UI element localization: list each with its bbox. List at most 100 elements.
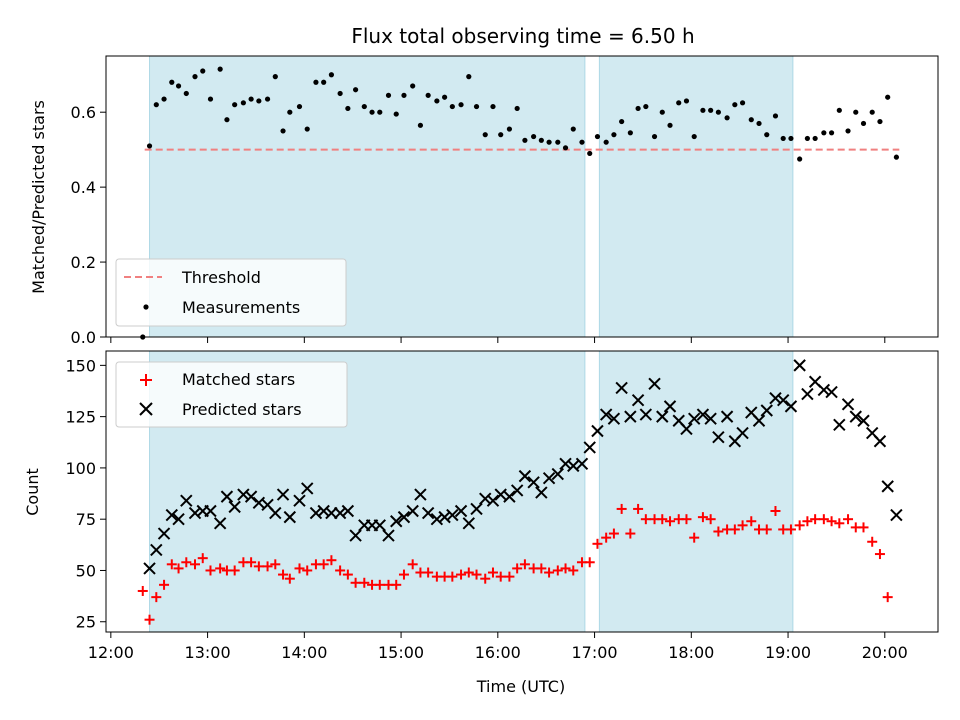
measurements-point — [169, 79, 175, 85]
predicted-stars-point — [615, 381, 628, 395]
measurements-point — [635, 105, 641, 112]
predicted-stars-point — [833, 418, 846, 432]
measurements-point — [594, 133, 601, 140]
measurements-point — [473, 103, 480, 110]
x-tick-label: 14:00 — [281, 643, 327, 662]
matched-stars-point — [536, 563, 547, 574]
measurements-point — [377, 109, 383, 115]
matched-stars-point — [689, 532, 700, 543]
measurements-point — [788, 135, 794, 142]
predicted-stars-point — [414, 488, 427, 501]
matched-stars-point — [867, 536, 878, 547]
y-tick-label: 50 — [76, 561, 96, 580]
measurements-point — [715, 109, 721, 115]
legend-threshold-label: Threshold — [181, 268, 261, 287]
observing-interval-band-1-1 — [598, 350, 794, 633]
predicted-stars-point — [518, 469, 532, 483]
count-panel-frame — [105, 350, 939, 633]
matched-stars-point — [657, 514, 668, 525]
matched-stars-point — [391, 579, 402, 590]
matched-stars-point — [592, 538, 603, 549]
predicted-stars-point — [349, 529, 362, 542]
predicted-stars-point — [157, 527, 171, 540]
measurements-point — [676, 100, 682, 106]
predicted-stars-point — [373, 519, 386, 532]
y-tick-label: 0.6 — [71, 103, 96, 122]
predicted-stars-point — [760, 404, 773, 417]
predicted-stars-point — [857, 414, 870, 427]
matched-stars-point — [144, 614, 155, 625]
measurements-point — [764, 132, 770, 138]
predicted-stars-point — [421, 506, 435, 520]
predicted-stars-point — [213, 517, 227, 530]
measurements-point — [345, 105, 351, 112]
predicted-stars-point — [486, 494, 500, 507]
predicted-stars-point — [801, 387, 814, 401]
predicted-stars-point — [777, 394, 790, 407]
matched-stars-point — [568, 565, 579, 576]
x-tick-label: 15:00 — [378, 643, 424, 662]
predicted-stars-point — [624, 410, 637, 423]
matched-stars-point — [794, 520, 805, 531]
matched-stars-point — [447, 571, 458, 582]
measurements-point — [498, 132, 504, 138]
matched-stars-point — [190, 559, 201, 570]
measurements-point — [240, 100, 246, 106]
matched-stars-point — [318, 559, 329, 570]
y-tick-label: 0.2 — [71, 253, 96, 272]
measurements-point — [570, 126, 576, 132]
predicted-stars-point — [503, 490, 516, 503]
matched-stars-point — [770, 505, 781, 516]
predicted-stars-point — [607, 412, 621, 425]
measurements-point — [146, 143, 153, 149]
measurements-point — [175, 83, 182, 89]
y-tick-label: 150 — [65, 356, 96, 375]
measurements-point — [893, 154, 900, 160]
predicted-stars-point — [237, 488, 250, 501]
matched-stars-point — [495, 571, 506, 582]
predicted-stars-point — [535, 486, 548, 499]
predicted-stars-point — [269, 506, 282, 520]
measurements-point — [304, 126, 310, 132]
predicted-stars-point — [881, 480, 894, 493]
matched-stars-point — [151, 592, 162, 603]
matched-stars-point — [882, 592, 893, 603]
predicted-stars-point — [583, 441, 596, 454]
measurements-point — [836, 107, 842, 113]
matched-stars-point — [584, 557, 595, 568]
matched-stars-point — [262, 561, 273, 572]
matched-stars-point — [374, 579, 385, 590]
measurements-point — [522, 137, 528, 143]
x-tick-label: 17:00 — [572, 643, 618, 662]
predicted-stars-point — [406, 504, 419, 518]
measurements-point — [804, 135, 810, 142]
matched-stars-point — [246, 557, 257, 568]
measurements-point — [619, 118, 625, 125]
measurements-point — [821, 130, 827, 136]
predicted-stars-point — [430, 512, 444, 526]
measurements-point — [434, 98, 440, 104]
predicted-stars-point — [575, 457, 589, 471]
matched-stars-point — [665, 516, 676, 527]
measurements-point — [361, 103, 367, 110]
predicted-stars-point — [397, 510, 411, 524]
predicted-stars-point — [165, 508, 178, 522]
predicted-stars-point — [527, 476, 540, 489]
matched-stars-point — [159, 579, 170, 590]
measurements-point — [659, 109, 665, 115]
predicted-stars-point — [293, 494, 306, 507]
matched-stars-point — [818, 514, 829, 525]
matched-stars-point — [471, 569, 482, 580]
matched-stars-point — [713, 526, 724, 537]
matched-stars-point — [519, 559, 530, 570]
measurements-point — [739, 100, 746, 106]
predicted-stars-point — [228, 500, 241, 514]
predicted-stars-point — [244, 490, 258, 503]
matched-stars-point — [625, 528, 636, 539]
predicted-stars-point — [648, 377, 661, 391]
x-tick-label: 19:00 — [765, 643, 811, 662]
measurements-point — [732, 102, 738, 108]
measurements-point — [756, 120, 762, 127]
measurements-point — [272, 74, 278, 80]
measurements-point — [514, 105, 520, 112]
